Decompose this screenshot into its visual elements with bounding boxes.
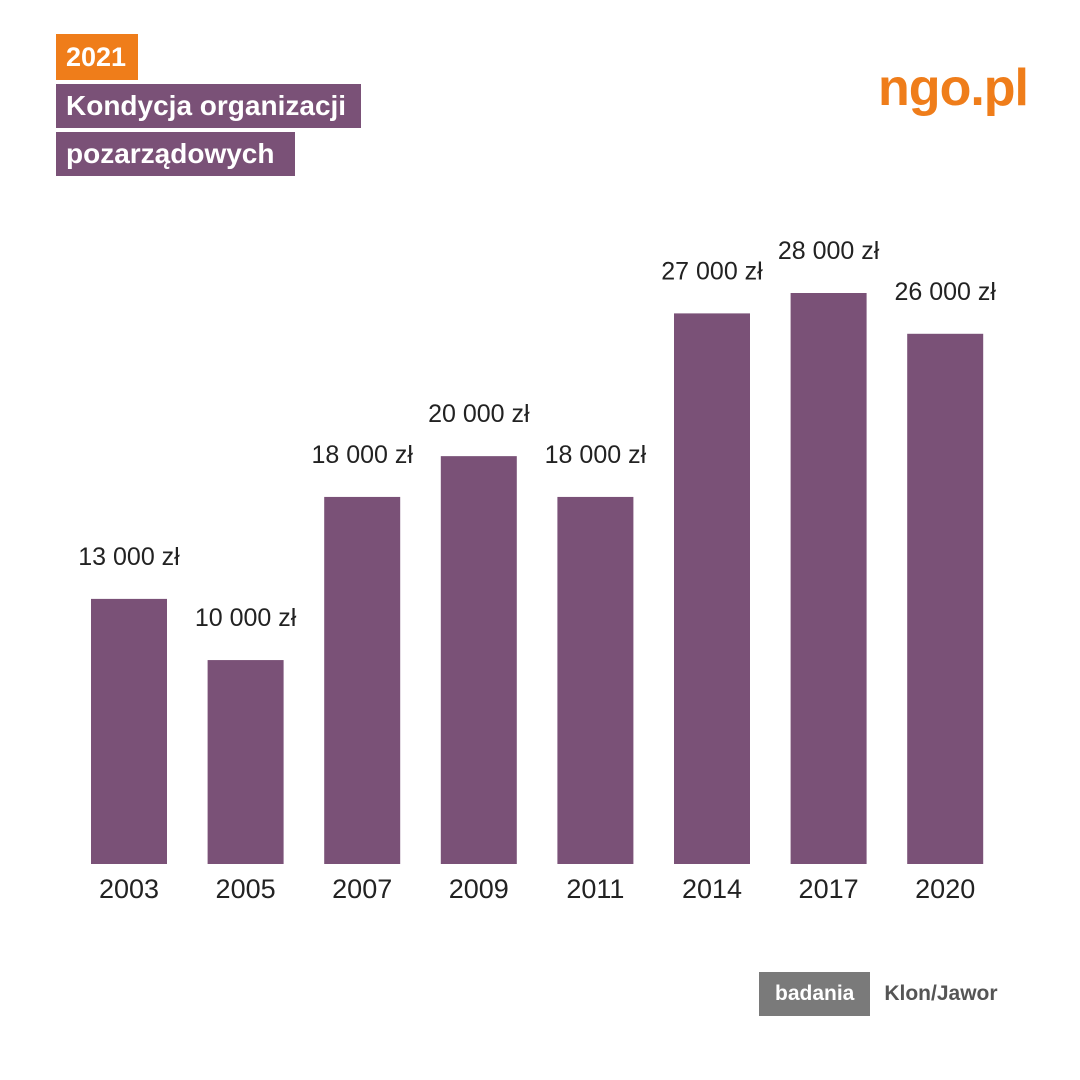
x-tick-label-2007: 2007: [332, 874, 392, 904]
value-label-2005: 10 000 zł: [195, 604, 297, 632]
bar-2005: [207, 660, 284, 864]
footer-source: Klon/Jawor: [884, 982, 998, 1005]
x-tick-label-2003: 2003: [99, 874, 159, 904]
title-line-1: Kondycja organizacji: [56, 84, 361, 128]
value-label-2009: 20 000 zł: [428, 400, 530, 428]
bar-2003: [91, 598, 167, 864]
bar-2007: [324, 496, 401, 864]
bar-2009: [440, 456, 517, 864]
year-badge: 2021: [56, 34, 138, 80]
bar-2017: [790, 293, 867, 864]
x-tick-label-2014: 2014: [682, 874, 742, 904]
brand-logo[interactable]: ngo.pl: [878, 59, 1029, 117]
x-tick-label-2009: 2009: [449, 874, 509, 904]
header: 2021 Kondycja organizacji pozarządowych: [56, 34, 361, 176]
x-tick-label-2017: 2017: [799, 874, 859, 904]
footer: badania Klon/Jawor: [759, 972, 998, 1016]
bar-2020: [907, 333, 984, 864]
value-label-2020: 26 000 zł: [894, 278, 996, 306]
value-label-2017: 28 000 zł: [778, 237, 880, 265]
value-label-2014: 27 000 zł: [661, 257, 763, 285]
value-label-2003: 13 000 zł: [78, 543, 180, 571]
footer-badge: badania: [759, 972, 871, 1016]
value-label-2007: 18 000 zł: [311, 441, 413, 469]
bar-2014: [674, 313, 750, 865]
value-label-2011: 18 000 zł: [545, 441, 647, 469]
bar-2011: [557, 496, 634, 864]
x-tick-label-2011: 2011: [566, 874, 624, 904]
x-tick-label-2005: 2005: [216, 874, 276, 904]
x-tick-label-2020: 2020: [915, 874, 975, 904]
title-line-2: pozarządowych: [56, 132, 295, 176]
